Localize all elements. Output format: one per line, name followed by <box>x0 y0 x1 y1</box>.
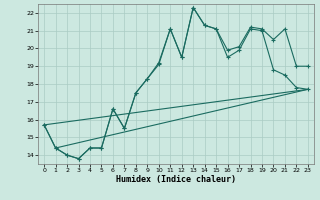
X-axis label: Humidex (Indice chaleur): Humidex (Indice chaleur) <box>116 175 236 184</box>
